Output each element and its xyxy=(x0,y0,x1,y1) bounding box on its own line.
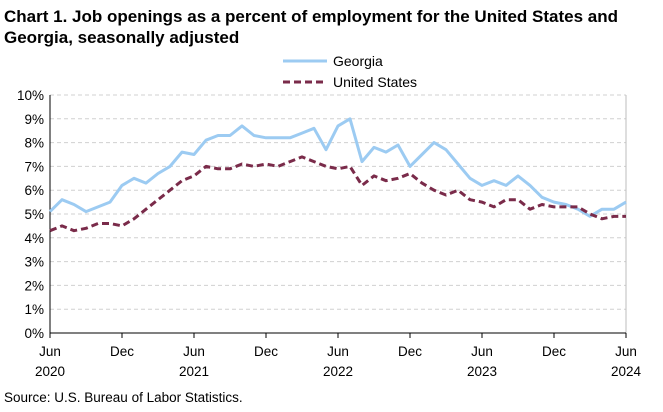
x-tick-label-year: 2024 xyxy=(611,364,642,379)
x-tick-label-year: 2021 xyxy=(179,364,209,379)
y-tick-label: 0% xyxy=(24,326,44,341)
x-tick-label-year: 2023 xyxy=(467,364,497,379)
x-tick-label-month: Dec xyxy=(542,344,566,359)
series-line-united-states xyxy=(49,155,626,233)
y-tick-label: 3% xyxy=(24,255,44,270)
x-tick-label-month: Jun xyxy=(183,344,205,359)
y-tick-label: 7% xyxy=(24,159,44,174)
y-tick-label: 2% xyxy=(24,278,44,293)
x-tick-label-month: Dec xyxy=(110,344,134,359)
legend-swatch-united-states xyxy=(283,80,327,83)
legend-swatch-georgia xyxy=(283,59,327,62)
x-tick-label-year: 2022 xyxy=(323,364,353,379)
y-tick-label: 1% xyxy=(24,302,44,317)
x-tick-label-month: Jun xyxy=(327,344,349,359)
y-tick-label: 8% xyxy=(24,136,44,151)
x-tick-label-month: Jun xyxy=(615,344,637,359)
y-tick-label: 5% xyxy=(24,207,44,222)
x-tick-label-month: Dec xyxy=(254,344,278,359)
y-tick-label: 10% xyxy=(17,88,44,103)
series-line-georgia xyxy=(48,117,627,218)
legend-item-georgia: Georgia xyxy=(283,50,417,71)
legend-item-united-states: United States xyxy=(283,71,417,92)
x-tick-label-month: Jun xyxy=(39,344,61,359)
y-tick-label: 4% xyxy=(24,231,44,246)
legend-label-united-states: United States xyxy=(333,73,418,90)
x-tick-label-year: 2020 xyxy=(35,364,65,379)
y-tick-label: 9% xyxy=(24,112,44,127)
x-tick-label-month: Jun xyxy=(471,344,493,359)
x-tick-label-month: Dec xyxy=(398,344,422,359)
chart-legend: Georgia United States xyxy=(283,50,417,92)
chart-title: Chart 1. Job openings as a percent of em… xyxy=(4,7,618,47)
source-note: Source: U.S. Bureau of Labor Statistics. xyxy=(4,390,243,405)
y-tick-label: 6% xyxy=(24,183,44,198)
legend-label-georgia: Georgia xyxy=(333,52,383,69)
